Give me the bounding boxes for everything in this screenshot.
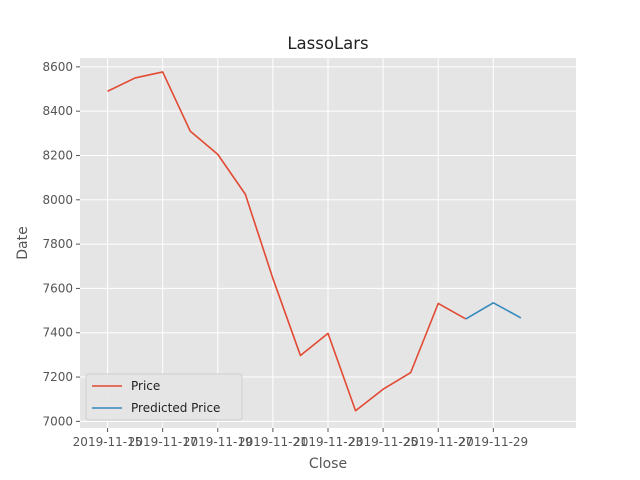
legend-box bbox=[85, 373, 243, 421]
x-axis: 2019-11-152019-11-172019-11-192019-11-21… bbox=[73, 428, 528, 449]
legend-label-predicted-price: Predicted Price bbox=[131, 401, 220, 415]
y-tick-label: 8600 bbox=[42, 60, 73, 74]
y-tick-label: 7800 bbox=[42, 237, 73, 251]
x-axis-label: Close bbox=[309, 456, 347, 472]
chart-title: LassoLars bbox=[287, 34, 368, 53]
x-tick-label: 2019-11-21 bbox=[238, 435, 308, 449]
series-line-price bbox=[107, 71, 467, 412]
x-tick-label: 2019-11-15 bbox=[73, 435, 143, 449]
x-tick-label: 2019-11-25 bbox=[348, 435, 418, 449]
y-tick-label: 7600 bbox=[42, 281, 73, 295]
series-line-predicted-price bbox=[465, 302, 522, 320]
y-tick-label: 7000 bbox=[42, 414, 73, 428]
y-tick-label: 8200 bbox=[42, 148, 73, 162]
y-axis: 7000 7200 7400 7600 7800 8000 8200 8400 8600 bbox=[42, 60, 80, 428]
x-tick-label: 2019-11-23 bbox=[293, 435, 363, 449]
y-axis-label: Date bbox=[15, 226, 31, 259]
x-tick-label: 2019-11-17 bbox=[128, 435, 198, 449]
x-tick-label: 2019-11-27 bbox=[403, 435, 473, 449]
series-layer bbox=[107, 71, 522, 412]
x-tick-label: 2019-11-19 bbox=[183, 435, 253, 449]
x-tick-label: 2019-11-29 bbox=[458, 435, 528, 449]
legend: Price Predicted Price bbox=[85, 373, 243, 421]
y-tick-label: 8400 bbox=[42, 104, 73, 118]
legend-label-price: Price bbox=[131, 379, 160, 393]
y-tick-label: 7200 bbox=[42, 370, 73, 384]
y-tick-label: 8000 bbox=[42, 193, 73, 207]
y-tick-label: 7400 bbox=[42, 326, 73, 340]
